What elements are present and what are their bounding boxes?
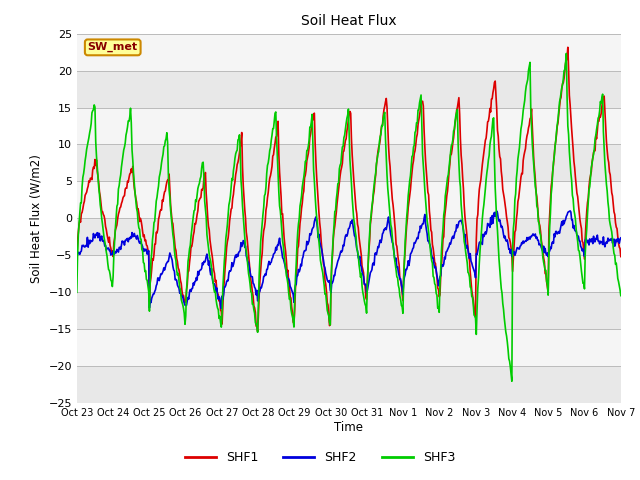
SHF1 [431,261,439,266]
Bar [77,366,621,403]
Y-axis label: Soil Heat Flux (W/m2): Soil Heat Flux (W/m2) [30,154,43,283]
SHF1 [617,254,625,260]
Bar [77,255,621,292]
Bar [77,71,621,108]
SHF2 [416,229,424,235]
SHF2 [83,243,90,249]
Bar [77,292,621,329]
Title: Soil Heat Flux: Soil Heat Flux [301,14,397,28]
SHF1 [73,260,81,265]
SHF3 [194,186,202,192]
SHF3 [415,107,422,113]
Bar [77,329,621,366]
SHF2 [566,208,574,214]
Bar [77,34,621,71]
SHF1 [254,329,262,335]
Line: SHF3: SHF3 [77,53,621,381]
SHF2 [218,306,225,312]
Text: SW_met: SW_met [88,42,138,52]
SHF3 [508,378,516,384]
SHF1 [564,45,572,50]
Bar [77,144,621,181]
SHF2 [617,235,625,241]
SHF3 [431,281,438,287]
SHF3 [563,50,570,56]
SHF1 [83,189,90,195]
SHF3 [223,229,230,235]
SHF1 [223,245,230,251]
SHF2 [73,252,81,258]
X-axis label: Time: Time [334,421,364,434]
SHF2 [223,277,231,283]
SHF2 [194,269,202,275]
SHF1 [139,229,147,235]
SHF3 [617,293,625,299]
SHF3 [139,248,147,254]
Bar [77,108,621,144]
SHF1 [416,113,424,119]
Line: SHF2: SHF2 [77,211,621,309]
SHF1 [194,208,202,214]
SHF2 [139,244,147,250]
Legend: SHF1, SHF2, SHF3: SHF1, SHF2, SHF3 [180,446,460,469]
Bar [77,181,621,218]
SHF2 [431,264,439,269]
Bar [77,218,621,255]
Line: SHF1: SHF1 [77,48,621,332]
SHF3 [83,146,90,152]
SHF3 [73,289,81,295]
